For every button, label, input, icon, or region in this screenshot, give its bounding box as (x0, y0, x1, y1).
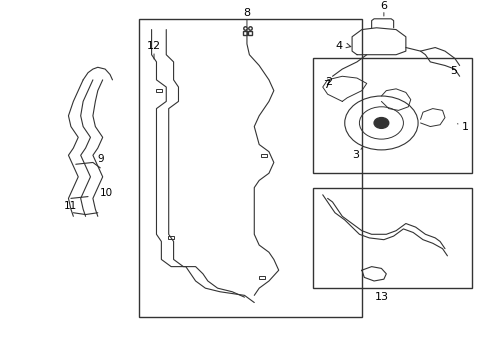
Text: 11: 11 (63, 201, 77, 211)
Text: 13: 13 (374, 292, 387, 302)
Text: 2: 2 (325, 77, 332, 87)
Bar (261, 154, 266, 157)
Bar (156, 89, 162, 92)
Text: 6: 6 (380, 1, 386, 11)
Bar (312, 58, 471, 173)
Text: 5: 5 (449, 66, 456, 76)
Circle shape (373, 118, 388, 129)
Text: 7: 7 (322, 80, 329, 90)
Text: 3: 3 (351, 150, 358, 160)
Bar (139, 19, 361, 317)
Bar (312, 188, 471, 288)
Text: 1: 1 (461, 122, 468, 131)
Text: 9: 9 (98, 154, 104, 164)
Bar (168, 236, 174, 239)
Bar (258, 276, 264, 279)
Text: 4: 4 (334, 41, 342, 51)
Text: 10: 10 (100, 188, 113, 198)
Text: 12: 12 (147, 41, 161, 51)
Text: 8: 8 (243, 8, 250, 18)
